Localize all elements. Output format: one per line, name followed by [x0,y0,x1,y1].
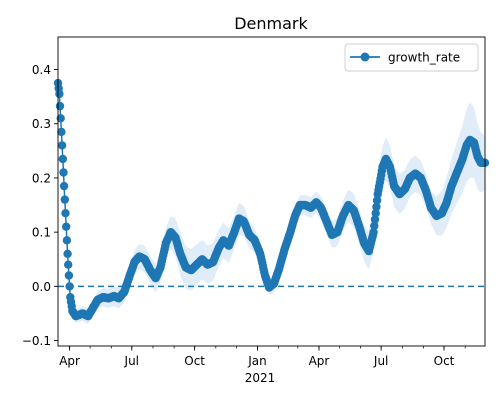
series-point [61,209,70,218]
series-point [62,236,72,245]
series-point [55,89,64,99]
series-point [61,222,71,231]
series-point [55,101,65,111]
x-tick-label: Oct [434,354,455,368]
y-tick-label: 0.0 [32,280,51,294]
y-axis: −0.1 0.0 0.1 0.2 0.3 0.4 [22,63,58,348]
x-axis: Apr Jul Oct Jan Apr Jul Oct [59,346,466,368]
series-point [57,127,66,137]
series-point [63,260,73,269]
series-point [64,271,74,280]
x-tick-label: Jul [373,354,388,368]
series-point [372,202,381,212]
series-point [57,141,67,150]
series-point [60,195,69,204]
series-layer [53,78,490,321]
x-tick-label: Jul [124,354,139,368]
series-point [59,181,69,191]
y-tick-label: −0.1 [22,334,51,348]
y-tick-label: 0.2 [32,171,51,185]
legend-label-growth-rate: growth_rate [388,51,460,65]
series-point [63,249,72,258]
y-tick-label: 0.1 [32,226,51,240]
series-point [59,168,68,177]
x-tick-label: Jan [247,354,267,368]
legend: growth_rate [344,43,479,72]
series-point [370,221,379,230]
legend-marker-sample [360,52,370,62]
series-point [65,282,74,291]
plot-frame [57,36,486,347]
y-tick-label: 0.4 [32,63,51,77]
x-tick-label: Apr [59,354,80,368]
x-axis-year-label: 2021 [245,371,276,385]
series-point [369,228,378,237]
legend-frame [344,43,479,72]
series-point [370,215,380,224]
x-tick-label: Apr [309,354,330,368]
x-tick-label: Oct [184,354,205,368]
series-point [56,114,65,123]
series-point [58,154,67,164]
chart-title: Denmark [234,14,308,33]
series-point [371,209,380,218]
series-point [372,196,382,205]
y-tick-label: 0.3 [32,117,51,131]
